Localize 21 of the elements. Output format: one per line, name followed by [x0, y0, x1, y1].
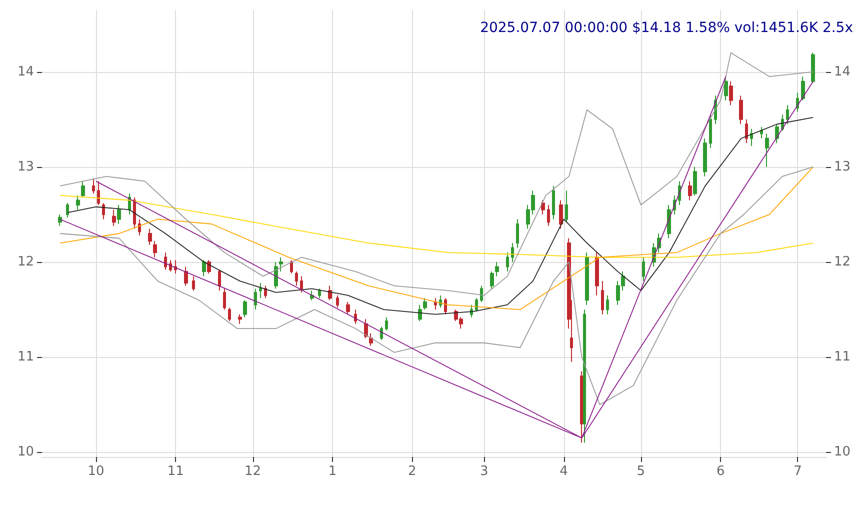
y-tick-label: 10	[17, 444, 34, 460]
y-tick-label: 13	[17, 159, 34, 174]
y-tick-label: 12	[17, 254, 34, 270]
y-tick-label: 11	[17, 350, 34, 365]
x-tick-label: 6	[716, 464, 725, 479]
x-tick-label: 4	[560, 464, 568, 479]
y2-tick-label: 10	[834, 444, 851, 460]
x-tick-label: 12	[244, 464, 262, 479]
x-tick-label: 1	[328, 464, 337, 479]
y2-tick-label: 11	[834, 350, 851, 365]
y2-tick-label: 12	[834, 254, 851, 270]
x-tick-label: 7	[794, 464, 802, 479]
x-tick-label: 3	[480, 464, 488, 479]
y2-tick-label: 14	[834, 64, 851, 80]
x-tick-label: 5	[636, 464, 646, 479]
text: 2025.07.07 00:00:00 $14.18 1.58% vol:1451.6K 2.5x	[480, 20, 853, 36]
y-tick-label: 14	[17, 64, 34, 80]
x-tick-label: 2	[408, 464, 416, 479]
x-tick-label: 10	[88, 464, 104, 479]
x-tick-label: 11	[167, 464, 184, 479]
y2-tick-label: 13	[834, 159, 851, 174]
